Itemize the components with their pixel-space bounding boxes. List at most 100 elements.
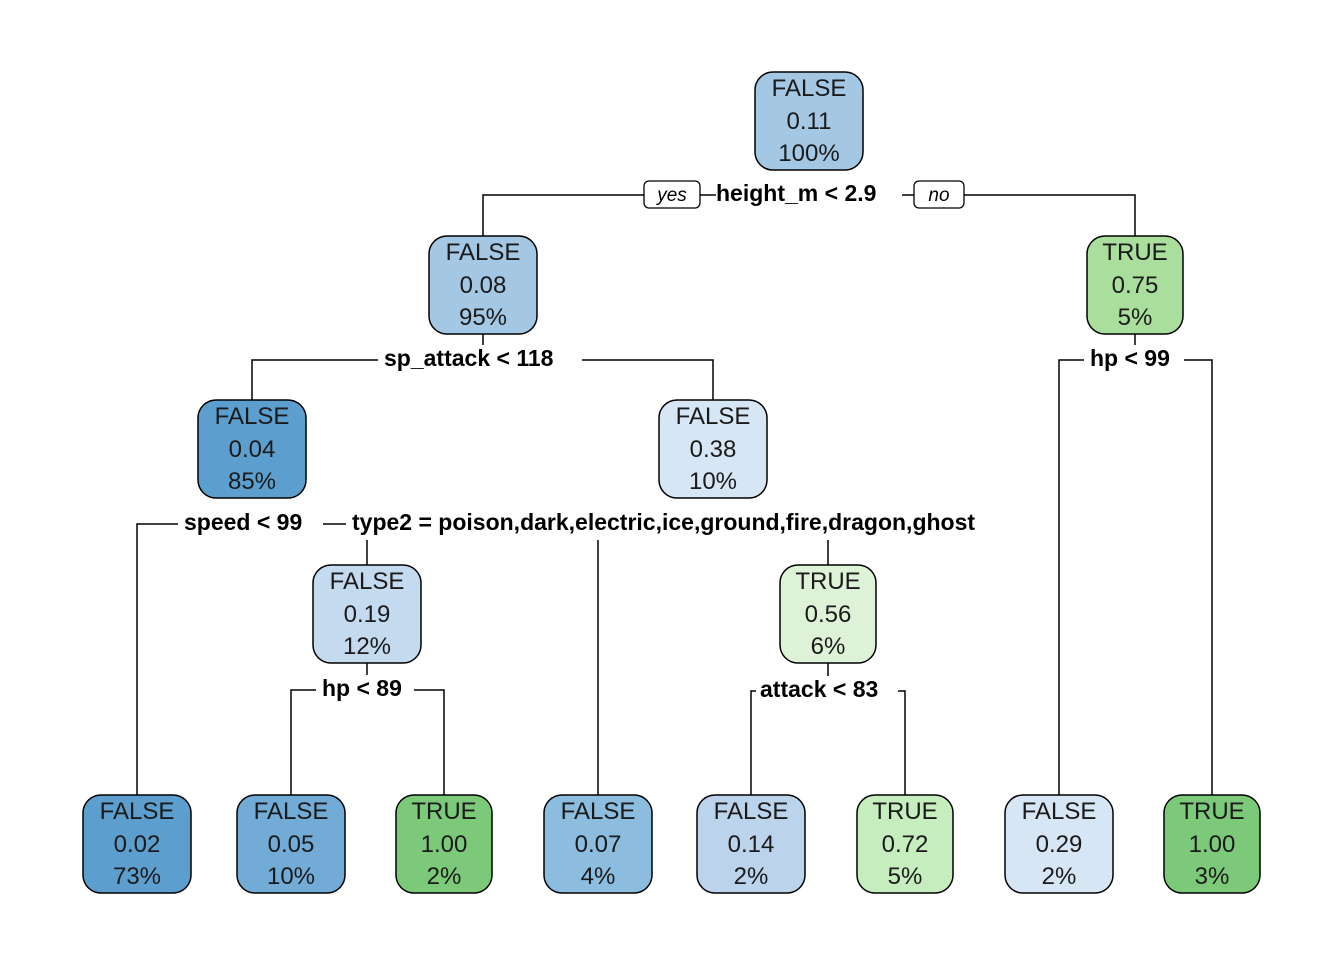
- node-class: FALSE: [676, 403, 751, 430]
- node-box: [1163, 794, 1261, 894]
- yes-tag: yes: [643, 180, 701, 209]
- tree-node: TRUE 0.56 6%: [779, 564, 877, 664]
- node-probability: 1.00: [421, 831, 468, 858]
- node-percentage: 73%: [113, 863, 161, 890]
- node-class: TRUE: [1102, 239, 1167, 266]
- node-percentage: 100%: [778, 140, 839, 167]
- node-box: [312, 564, 422, 664]
- node-percentage: 2%: [427, 863, 462, 890]
- split-label: type2 = poison,dark,electric,ice,ground,…: [352, 509, 975, 535]
- node-class: FALSE: [100, 798, 175, 825]
- tree-node: FALSE 0.38 10%: [658, 399, 768, 499]
- node-probability: 0.11: [787, 108, 832, 135]
- node-box: [236, 794, 346, 894]
- node-box: [82, 794, 192, 894]
- leaf-node: FALSE 0.07 4%: [543, 794, 653, 894]
- node-percentage: 6%: [811, 633, 846, 660]
- split-label: attack < 83: [760, 676, 878, 702]
- node-class: TRUE: [795, 568, 860, 595]
- yes-label: yes: [655, 185, 687, 206]
- tree-edge: [290, 689, 316, 795]
- leaf-node: FALSE 0.14 2%: [696, 794, 806, 894]
- tree-node: FALSE 0.11 100%: [754, 71, 864, 171]
- tree-edge: [750, 690, 756, 795]
- split-label: height_m < 2.9: [716, 180, 876, 206]
- tree-node: FALSE 0.04 85%: [197, 399, 307, 499]
- tree-edge: [582, 359, 714, 400]
- node-percentage: 3%: [1195, 863, 1230, 890]
- node-percentage: 85%: [228, 468, 276, 495]
- node-class: FALSE: [254, 798, 329, 825]
- node-percentage: 5%: [1118, 304, 1153, 331]
- node-class: FALSE: [330, 568, 405, 595]
- node-box: [696, 794, 806, 894]
- node-class: FALSE: [1022, 798, 1097, 825]
- tree-node: TRUE 0.75 5%: [1086, 235, 1184, 335]
- node-percentage: 10%: [267, 863, 315, 890]
- node-probability: 0.29: [1036, 831, 1083, 858]
- node-box: [658, 399, 768, 499]
- node-box: [1086, 235, 1184, 335]
- leaf-node: TRUE 0.72 5%: [856, 794, 954, 894]
- node-box: [543, 794, 653, 894]
- node-box: [197, 399, 307, 499]
- tree-nodes: FALSE 0.11 100% FALSE 0.08 95% TRUE 0.75 5% FALSE…: [82, 71, 1261, 894]
- node-class: FALSE: [561, 798, 636, 825]
- node-class: TRUE: [1179, 798, 1244, 825]
- node-probability: 0.08: [460, 272, 507, 299]
- tree-edge: [964, 194, 1136, 236]
- node-probability: 0.19: [344, 601, 391, 628]
- node-percentage: 5%: [888, 863, 923, 890]
- tree-edge: [251, 359, 378, 400]
- node-box: [754, 71, 864, 171]
- yes-no-tags: yes no: [643, 180, 965, 209]
- leaf-node: TRUE 1.00 3%: [1163, 794, 1261, 894]
- node-probability: 0.07: [575, 831, 622, 858]
- leaf-node: FALSE 0.02 73%: [82, 794, 192, 894]
- node-class: FALSE: [772, 75, 847, 102]
- tree-edge: [414, 689, 445, 795]
- node-class: FALSE: [714, 798, 789, 825]
- tree-edge: [898, 690, 906, 795]
- node-box: [856, 794, 954, 894]
- node-box: [779, 564, 877, 664]
- no-label: no: [928, 185, 949, 206]
- split-label: speed < 99: [184, 509, 302, 535]
- leaf-node: FALSE 0.05 10%: [236, 794, 346, 894]
- split-label: hp < 89: [322, 675, 402, 701]
- tree-node: FALSE 0.19 12%: [312, 564, 422, 664]
- tree-edge: [1058, 359, 1084, 795]
- node-class: TRUE: [872, 798, 937, 825]
- tree-edge: [136, 523, 178, 795]
- tree-node: FALSE 0.08 95%: [428, 235, 538, 335]
- node-percentage: 10%: [689, 468, 737, 495]
- node-percentage: 12%: [343, 633, 391, 660]
- node-probability: 1.00: [1189, 831, 1236, 858]
- no-tag: no: [913, 180, 965, 209]
- node-probability: 0.04: [229, 436, 276, 463]
- node-probability: 0.05: [268, 831, 315, 858]
- node-probability: 0.02: [114, 831, 161, 858]
- node-probability: 0.75: [1112, 272, 1159, 299]
- split-label: hp < 99: [1090, 345, 1170, 371]
- node-class: FALSE: [215, 403, 290, 430]
- node-box: [395, 794, 493, 894]
- tree-edge: [482, 194, 644, 236]
- node-box: [428, 235, 538, 335]
- tree-edge: [1184, 359, 1213, 795]
- node-probability: 0.72: [882, 831, 929, 858]
- leaf-node: TRUE 1.00 2%: [395, 794, 493, 894]
- split-labels: height_m < 2.9 sp_attack < 118 hp < 99 spee…: [184, 180, 1170, 702]
- node-probability: 0.38: [690, 436, 737, 463]
- split-label: sp_attack < 118: [384, 345, 554, 371]
- node-box: [1004, 794, 1114, 894]
- leaf-node: FALSE 0.29 2%: [1004, 794, 1114, 894]
- node-probability: 0.14: [728, 831, 775, 858]
- node-probability: 0.56: [805, 601, 852, 628]
- node-percentage: 2%: [734, 863, 769, 890]
- node-percentage: 4%: [581, 863, 616, 890]
- node-class: TRUE: [411, 798, 476, 825]
- node-percentage: 2%: [1042, 863, 1077, 890]
- node-percentage: 95%: [459, 304, 507, 331]
